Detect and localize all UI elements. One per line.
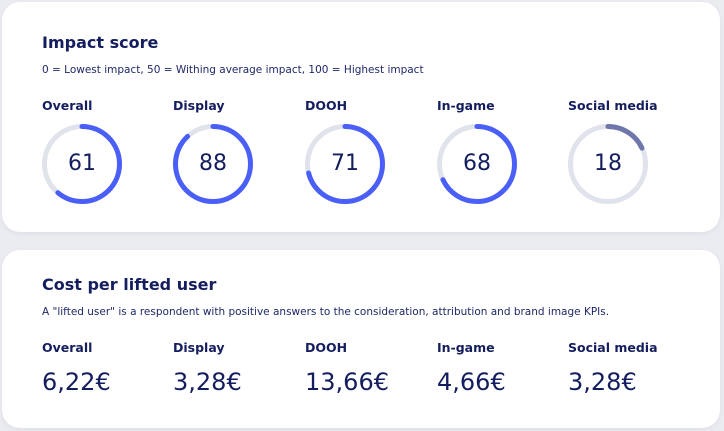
- gauge-ring: [568, 124, 648, 204]
- metric-label: DOOH: [305, 98, 348, 113]
- metric-label: In-game: [437, 98, 495, 113]
- score-gauge: 68: [437, 124, 517, 204]
- gauge-progress: [42, 124, 122, 204]
- impact-score-card: Impact score 0 = Lowest impact, 50 = Wit…: [2, 2, 720, 232]
- gauge-progress: [437, 124, 517, 204]
- gauge-ring: [305, 124, 385, 204]
- cost-metrics-row: Overall 6,22€ Display 3,28€ DOOH 13,66€ …: [42, 340, 720, 400]
- gauge-progress: [173, 124, 253, 204]
- gauge-progress: [305, 124, 385, 204]
- cost-per-lifted-user-title: Cost per lifted user: [42, 275, 217, 294]
- cost-metric-overall: Overall 6,22€: [42, 340, 162, 396]
- impact-score-title: Impact score: [42, 33, 159, 52]
- metric-label: Overall: [42, 98, 93, 113]
- cost-per-lifted-user-description: A "lifted user" is a respondent with pos…: [42, 306, 610, 318]
- gauge-progress: [568, 124, 648, 204]
- gauge-ring: [173, 124, 253, 204]
- impact-score-description: 0 = Lowest impact, 50 = Withing average …: [42, 64, 424, 76]
- impact-metric-in-game: In-game 68: [437, 98, 557, 204]
- cost-metric-dooh: DOOH 13,66€: [305, 340, 425, 396]
- cost-value: 13,66€: [305, 368, 389, 396]
- cost-value: 3,28€: [173, 368, 242, 396]
- metric-label: Social media: [568, 98, 658, 113]
- gauge-ring: [437, 124, 517, 204]
- impact-metric-display: Display 88: [173, 98, 293, 204]
- metric-label: Display: [173, 340, 225, 355]
- cost-value: 6,22€: [42, 368, 111, 396]
- score-gauge: 18: [568, 124, 648, 204]
- metric-label: In-game: [437, 340, 495, 355]
- score-gauge: 61: [42, 124, 122, 204]
- gauge-value: 18: [594, 151, 622, 176]
- cost-metric-display: Display 3,28€: [173, 340, 293, 396]
- impact-metric-dooh: DOOH 71: [305, 98, 425, 204]
- metric-label: DOOH: [305, 340, 348, 355]
- score-gauge: 88: [173, 124, 253, 204]
- impact-metrics-row: Overall 61 Display 88 DOOH 71 In-game 68…: [42, 98, 720, 208]
- gauge-ring: [42, 124, 122, 204]
- metric-label: Overall: [42, 340, 93, 355]
- gauge-value: 68: [463, 151, 491, 176]
- metric-label: Display: [173, 98, 225, 113]
- gauge-value: 71: [331, 151, 359, 176]
- cost-metric-in-game: In-game 4,66€: [437, 340, 557, 396]
- cost-value: 3,28€: [568, 368, 637, 396]
- cost-per-lifted-user-card: Cost per lifted user A "lifted user" is …: [2, 250, 720, 428]
- impact-metric-social-media: Social media 18: [568, 98, 688, 204]
- cost-value: 4,66€: [437, 368, 506, 396]
- gauge-value: 88: [199, 151, 227, 176]
- gauge-value: 61: [68, 151, 96, 176]
- metric-label: Social media: [568, 340, 658, 355]
- impact-metric-overall: Overall 61: [42, 98, 162, 204]
- cost-metric-social-media: Social media 3,28€: [568, 340, 688, 396]
- score-gauge: 71: [305, 124, 385, 204]
